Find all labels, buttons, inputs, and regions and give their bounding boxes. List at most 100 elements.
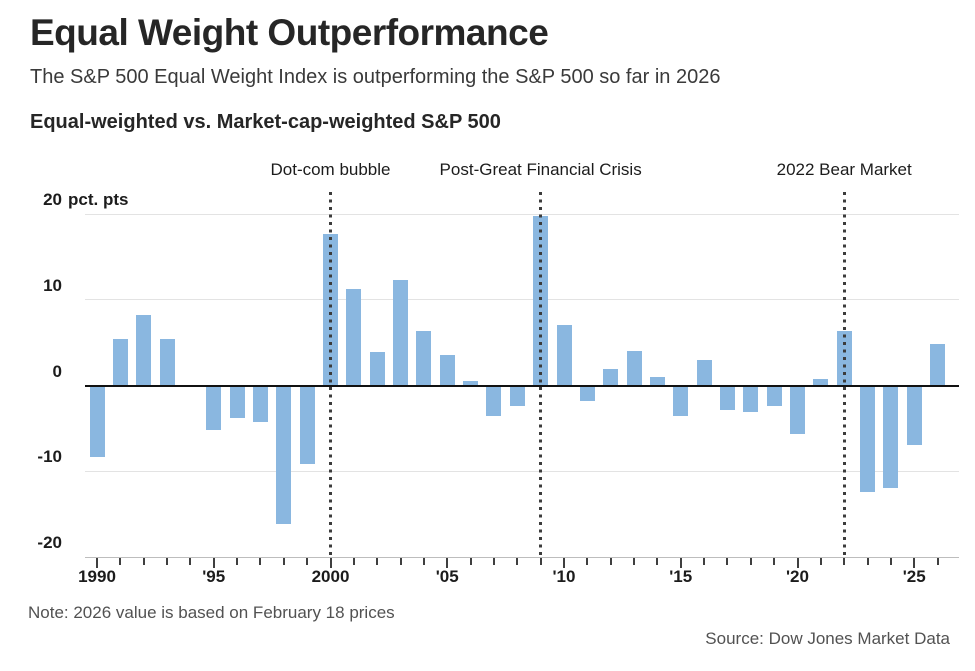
annotation-label-2009: Post-Great Financial Crisis — [439, 160, 642, 179]
bar-2006 — [463, 381, 479, 386]
bar-2008 — [509, 385, 525, 407]
bar-2003 — [393, 280, 409, 386]
x-tick-1991 — [119, 558, 122, 565]
x-axis-label-2015: '15 — [669, 567, 693, 586]
page-subtitle: The S&P 500 Equal Weight Index is outper… — [30, 66, 721, 88]
x-tick-2012 — [609, 558, 612, 565]
bar-2010 — [556, 325, 572, 386]
bar-1999 — [299, 385, 315, 464]
bar-2001 — [346, 289, 362, 386]
bar-2014 — [649, 376, 665, 386]
bar-2004 — [416, 331, 432, 386]
x-axis-label-1990: 1990 — [78, 567, 116, 586]
y-axis-label-20: 20 — [43, 190, 62, 209]
bar-2016 — [696, 359, 712, 386]
x-tick-2025 — [913, 558, 916, 568]
x-tick-2014 — [656, 558, 659, 565]
y-axis-label-0: 0 — [52, 361, 62, 381]
x-tick-2003 — [399, 558, 402, 565]
x-tick-2019 — [773, 558, 776, 565]
gridline--10 — [85, 470, 959, 472]
x-tick-2020 — [796, 558, 799, 568]
annotation-line-2009 — [539, 192, 543, 557]
x-tick-2001 — [352, 558, 355, 565]
bar-2026 — [930, 344, 946, 386]
source-credit: Source: Dow Jones Market Data — [705, 629, 950, 648]
zero-line — [85, 384, 959, 387]
footnote: Note: 2026 value is based on February 18… — [28, 603, 395, 622]
x-axis-label-2025: '25 — [902, 567, 926, 586]
bar-2012 — [603, 369, 619, 386]
x-tick-2016 — [703, 558, 706, 565]
x-axis-label-1995: '95 — [202, 567, 226, 586]
bar-1991 — [112, 339, 128, 386]
x-tick-2011 — [586, 558, 589, 565]
x-tick-1998 — [282, 558, 285, 565]
x-axis-label-2020: '20 — [786, 567, 809, 586]
bar-2005 — [439, 354, 455, 386]
y-axis-unit-label: pct. pts — [68, 190, 129, 209]
x-tick-2006 — [469, 558, 472, 565]
x-tick-1999 — [306, 558, 309, 565]
bar-1995 — [206, 385, 222, 431]
x-tick-2004 — [422, 558, 425, 565]
bar-1993 — [159, 339, 175, 386]
x-tick-2009 — [539, 558, 542, 565]
bar-1998 — [276, 385, 292, 525]
bar-2025 — [906, 385, 922, 445]
annotation-label-2022: 2022 Bear Market — [776, 160, 912, 179]
x-axis-label-2005: '05 — [435, 567, 459, 586]
gridline-10 — [85, 299, 959, 301]
bar-2021 — [813, 378, 829, 386]
bar-1997 — [252, 385, 268, 422]
x-tick-1997 — [259, 558, 262, 565]
x-tick-2013 — [633, 558, 636, 565]
x-tick-2021 — [819, 558, 822, 565]
page-title: Equal Weight Outperformance — [30, 12, 549, 53]
x-tick-2000 — [329, 558, 332, 568]
x-tick-1994 — [189, 558, 192, 565]
bar-1992 — [136, 315, 152, 386]
gridline-20 — [85, 213, 959, 215]
bar-2019 — [766, 385, 782, 407]
annotation-line-2000 — [329, 192, 332, 557]
x-tick-2007 — [492, 558, 495, 565]
bar-2011 — [579, 385, 595, 401]
bar-2024 — [883, 385, 899, 489]
x-tick-2008 — [516, 558, 519, 565]
x-tick-2015 — [679, 558, 682, 568]
bar-2013 — [626, 351, 642, 386]
x-axis-label-2000: 2000 — [311, 567, 350, 586]
bar-2007 — [486, 385, 502, 416]
x-tick-1993 — [166, 558, 169, 565]
x-tick-2017 — [726, 558, 729, 565]
x-tick-2024 — [889, 558, 892, 565]
chart-title: Equal-weighted vs. Market-cap-weighted S… — [30, 111, 501, 133]
bar-1990 — [89, 385, 105, 457]
x-tick-2005 — [446, 558, 449, 568]
annotation-label-2000: Dot-com bubble — [270, 160, 391, 179]
x-tick-2026 — [936, 558, 939, 565]
x-tick-1992 — [142, 558, 145, 565]
x-tick-1996 — [236, 558, 239, 565]
x-axis-label-2010: '10 — [552, 567, 576, 586]
bar-2018 — [743, 385, 759, 413]
bar-1996 — [229, 385, 245, 419]
x-tick-2022 — [843, 558, 846, 565]
bar-2020 — [790, 385, 805, 434]
x-tick-1990 — [96, 558, 98, 568]
x-tick-1995 — [212, 558, 215, 568]
y-axis-label--20: -20 — [37, 533, 62, 552]
x-tick-2018 — [749, 558, 752, 565]
y-axis-label--10: -10 — [37, 447, 62, 467]
x-tick-2010 — [563, 558, 565, 568]
y-axis-label-10: 10 — [43, 275, 62, 295]
annotation-line-2022 — [842, 192, 846, 557]
bar-2002 — [369, 352, 385, 386]
bar-2017 — [719, 385, 735, 410]
x-tick-2002 — [376, 558, 379, 565]
gridline--20 — [85, 556, 959, 558]
x-tick-2023 — [866, 558, 869, 565]
bar-2023 — [860, 385, 876, 492]
